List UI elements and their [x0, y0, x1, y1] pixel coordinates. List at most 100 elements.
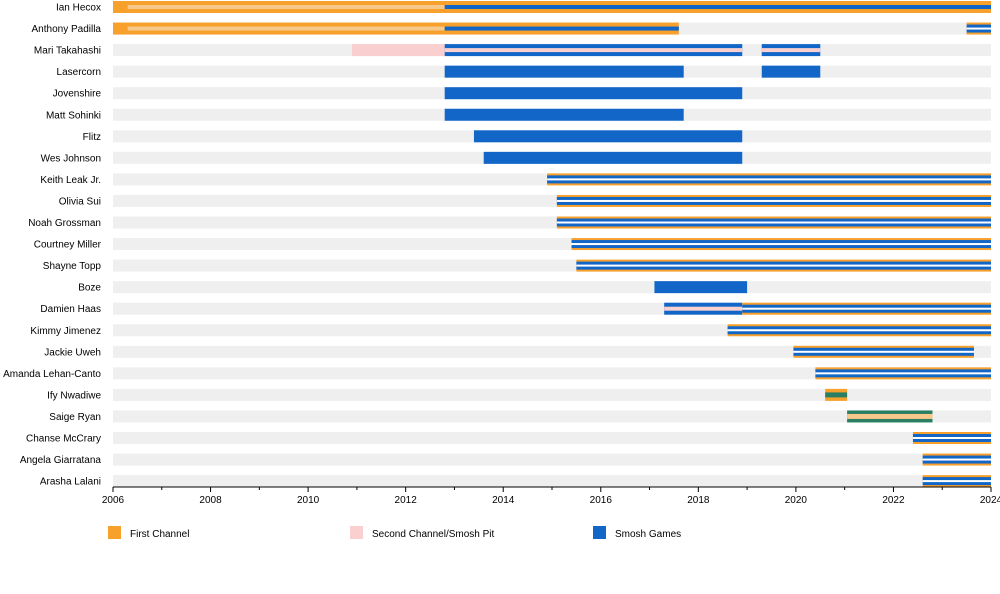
member-label: Ian Hecox	[56, 3, 101, 14]
tenure-bar	[556, 216, 991, 229]
tick-label: 2008	[199, 495, 222, 506]
member-label: Wes Johnson	[41, 153, 101, 164]
bar-segment	[444, 65, 684, 78]
legend-swatch	[593, 526, 606, 539]
tenure-bar	[547, 173, 991, 186]
tenure-bar	[444, 26, 679, 31]
row-track	[113, 432, 991, 444]
bar-divider	[912, 437, 991, 439]
x-axis: 2006 2008 2010 2012 2014 2016 2018 2020 2022 2024	[102, 486, 1000, 506]
bar-divider	[547, 178, 991, 181]
member-label: Noah Grossman	[28, 218, 101, 229]
bar-stripe	[127, 5, 445, 9]
member-labels: Ian Hecox Anthony Padilla Mari Takahashi La…	[3, 3, 102, 488]
legend-label: First Channel	[130, 529, 189, 540]
row-track	[113, 367, 991, 380]
tenure-bar	[922, 453, 991, 466]
tenure-bar	[483, 151, 743, 164]
bar-stripe	[127, 26, 445, 31]
legend-item: First Channel	[108, 526, 189, 540]
tenure-bar	[912, 432, 991, 444]
member-label: Jovenshire	[53, 89, 102, 100]
tenure-bar	[654, 281, 748, 294]
member-label: Arasha Lalani	[40, 477, 101, 488]
legend: First Channel Second Channel/Smosh Pit Smo…	[108, 526, 681, 540]
bar-divider	[922, 458, 991, 461]
tenure-bar	[761, 44, 821, 57]
bar-segment	[483, 151, 743, 164]
member-label: Saige Ryan	[49, 412, 101, 423]
member-label: Matt Sohinki	[46, 110, 101, 121]
tick-label: 2006	[102, 495, 125, 506]
tenure-bar	[727, 324, 991, 337]
tenure-bar	[793, 345, 974, 358]
legend-swatch	[350, 526, 363, 539]
bar-divider	[556, 199, 991, 202]
timeline-bars	[113, 1, 991, 488]
bar-stripe	[761, 48, 821, 53]
member-label: Boze	[78, 283, 101, 294]
bar-stripe	[444, 5, 991, 9]
tenure-bar	[473, 130, 743, 143]
tenure-bar	[847, 410, 933, 423]
legend-label: Smosh Games	[615, 529, 681, 540]
bar-divider	[571, 243, 991, 246]
tenure-bar	[664, 302, 743, 315]
bar-divider	[742, 307, 991, 310]
member-label: Mari Takahashi	[34, 46, 101, 57]
bar-segment	[444, 108, 684, 121]
tenure-bar	[556, 194, 991, 207]
row-track	[113, 475, 991, 488]
tenure-bar	[444, 5, 991, 9]
tick-label: 2024	[980, 495, 1000, 506]
tick-label: 2016	[590, 495, 613, 506]
member-label: Lasercorn	[57, 67, 101, 78]
tick-label: 2010	[297, 495, 320, 506]
tenure-bar	[922, 475, 991, 488]
member-label: Amanda Lehan-Canto	[3, 369, 101, 380]
tenure-bar	[576, 259, 991, 272]
member-label: Angela Giarratana	[20, 455, 102, 466]
tenure-bar	[127, 5, 445, 9]
bar-segment	[352, 44, 445, 57]
bar-divider	[556, 221, 991, 224]
bar-divider	[576, 264, 991, 267]
bar-divider	[922, 480, 991, 483]
member-label: Damien Haas	[40, 304, 101, 315]
member-label: Shayne Topp	[43, 261, 102, 272]
tick-label: 2022	[882, 495, 905, 506]
tick-label: 2014	[492, 495, 515, 506]
tenure-bar	[825, 388, 848, 401]
tenure-bar	[444, 44, 743, 57]
row-track	[113, 388, 991, 401]
bar-divider	[815, 372, 991, 375]
tenure-bar	[444, 65, 684, 78]
tenure-bar	[444, 87, 743, 100]
tenure-bar	[352, 44, 445, 57]
member-label: Olivia Sui	[59, 196, 101, 207]
bar-segment	[761, 65, 821, 78]
row-track	[113, 453, 991, 466]
tenure-bar	[444, 108, 684, 121]
tenure-bar	[815, 367, 991, 380]
member-label: Ify Nwadiwe	[47, 390, 101, 401]
tenure-bar	[571, 238, 991, 251]
bar-stripe	[444, 48, 743, 53]
tick-label: 2020	[785, 495, 808, 506]
row-track	[113, 281, 991, 294]
tenure-bar	[966, 22, 991, 35]
bar-stripe	[444, 26, 679, 31]
member-label: Keith Leak Jr.	[40, 175, 101, 186]
bar-divider	[966, 27, 991, 30]
bar-segment	[444, 87, 743, 100]
legend-item: Second Channel/Smosh Pit	[350, 526, 495, 540]
bar-segment	[654, 281, 748, 294]
tenure-bar	[127, 26, 445, 31]
member-label: Courtney Miller	[34, 240, 102, 251]
tick-label: 2018	[687, 495, 710, 506]
tenure-bar	[742, 302, 991, 315]
bar-core	[825, 392, 848, 398]
row-track	[113, 345, 991, 358]
legend-swatch	[108, 526, 121, 539]
